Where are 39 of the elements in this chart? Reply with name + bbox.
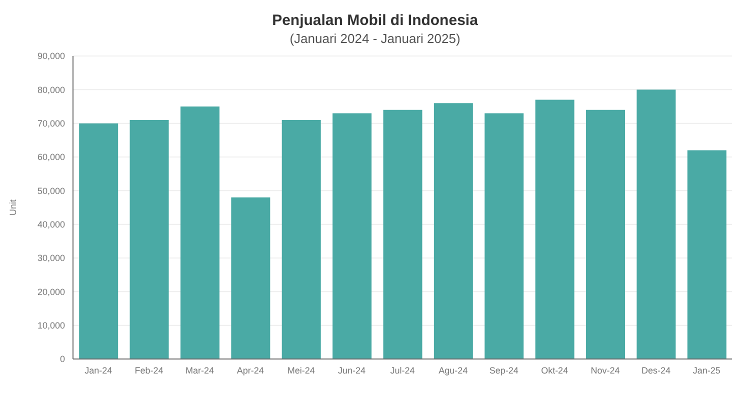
x-tick-label: Jun-24 <box>338 365 366 376</box>
x-tick-label: Jul-24 <box>390 365 415 376</box>
x-tick-label: Des-24 <box>641 365 670 376</box>
x-tick-label: Sep-24 <box>489 365 518 376</box>
x-tick-label: Apr-24 <box>236 365 264 376</box>
chart-subtitle: (Januari 2024 - Januari 2025) <box>288 31 462 46</box>
y-tick-label: 90,000 <box>37 51 65 62</box>
bar <box>586 110 626 359</box>
x-tick-label: Mei-24 <box>287 365 315 376</box>
chart-title: Penjualan Mobil di Indonesia <box>271 11 479 29</box>
y-tick-label: 40,000 <box>37 220 65 230</box>
bar <box>434 103 473 359</box>
y-axis-title: Unit <box>8 199 18 216</box>
x-tick-label: Feb-24 <box>134 365 164 376</box>
bar <box>484 113 524 359</box>
bar <box>636 90 676 359</box>
y-tick-label: 50,000 <box>37 186 65 196</box>
y-tick-label: 0 <box>60 354 65 364</box>
y-tick-label: 10,000 <box>37 320 65 331</box>
x-tick-label: Mar-24 <box>185 365 214 376</box>
bar <box>332 113 372 359</box>
x-tick-label: Jan-25 <box>692 365 720 376</box>
y-tick-label: 60,000 <box>37 152 65 162</box>
y-tick-label: 20,000 <box>37 286 65 297</box>
x-tick-label: Okt-24 <box>541 365 568 376</box>
bar <box>231 197 270 359</box>
bar <box>180 106 220 359</box>
y-tick-label: 70,000 <box>37 118 65 129</box>
bar <box>383 110 422 359</box>
bar <box>687 150 726 359</box>
y-tick-label: 80,000 <box>37 84 65 95</box>
bar <box>282 120 321 359</box>
y-tick-label: 30,000 <box>37 253 65 264</box>
bar <box>130 120 169 359</box>
x-tick-label: Nov-24 <box>590 365 620 376</box>
x-tick-label: Agu-24 <box>438 365 468 376</box>
x-tick-label: Jan-24 <box>84 365 112 376</box>
bar <box>535 100 574 359</box>
bar <box>79 123 118 359</box>
